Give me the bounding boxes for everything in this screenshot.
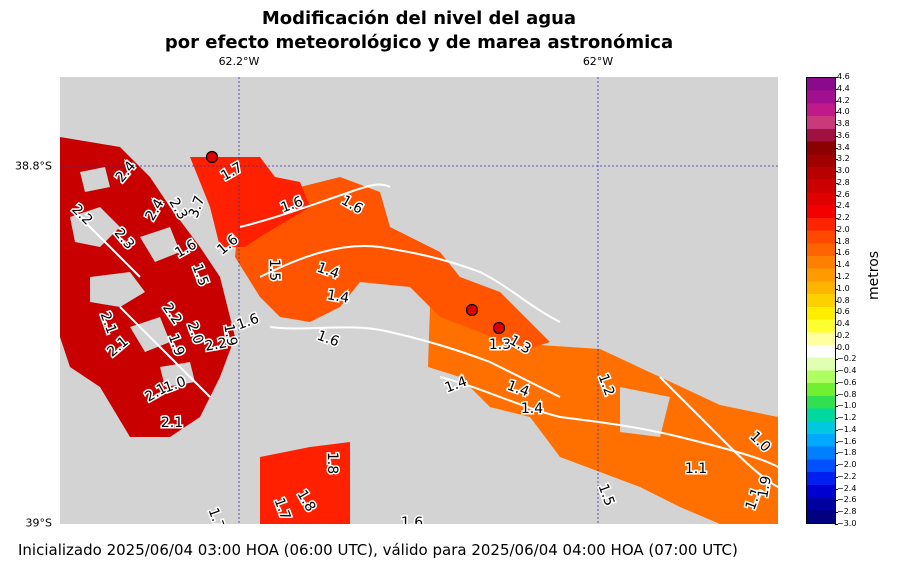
title-line-1: Modificación del nivel del agua [261,8,577,29]
colorbar-tick: 2.6 [835,189,850,199]
contour-label: 1.4 [505,378,531,401]
land-holes [70,167,670,467]
colorbar-tick: 1.2 [835,271,850,281]
contour-label: 1.1 [685,461,707,477]
contour-label: 2.1 [161,415,183,431]
estuary-orange-region [428,305,778,524]
colorbar-tick: −1.6 [834,436,857,446]
colorbar-tick: 3.8 [835,119,850,129]
lower-red-region [260,442,350,524]
colorbar-tick: 1.6 [835,248,850,258]
colorbar-tick: 3.2 [835,154,850,164]
colorbar-tick: −0.6 [834,377,857,387]
colorbar-tick: −1.0 [834,401,857,411]
colorbar-tick: 4.6 [835,72,850,81]
contour-label: 1.9 [220,323,240,348]
colorbar-tick: −2.2 [834,471,857,481]
colorbar-tick: −2.0 [834,460,857,470]
colorbar-tick: 4.2 [835,95,850,105]
colorbar-tick: −2.8 [834,507,857,517]
colorbar-tick: −0.2 [834,354,857,364]
lat-label-1: 38.8°S [15,159,52,173]
contour-label: 1.8 [324,452,340,474]
colorbar-tick: 4.0 [835,107,850,117]
colorbar-tick: −2.6 [834,495,857,505]
contour-label: 1.6 [401,515,423,524]
contour-label: 1.4 [326,287,351,307]
water-level-map: 2.42.2 2.42.33.72.31.6 1.61.71.6 1.61.5 1.41… [60,77,778,524]
colorbar [806,77,836,524]
colorbar-tick: −0.4 [834,366,857,376]
colorbar-tick: 0.6 [835,307,850,317]
colorbar-tick: 0.0 [835,342,850,352]
colorbar-tick: 1.4 [835,260,850,270]
colorbar-tick: 3.0 [835,166,850,176]
colorbar-tick: −1.2 [834,413,857,423]
contour-label: 1.4 [521,401,543,417]
colorbar-tick: 2.2 [835,213,850,223]
colorbar-tick: −3.0 [834,519,857,528]
contour-label: 1.5 [266,259,282,281]
colorbar-tick: −1.4 [834,424,857,434]
colorbar-tick: 0.4 [835,319,850,329]
colorbar-tick: 4.4 [835,83,850,93]
colorbar-tick: 0.8 [835,295,850,305]
colorbar-tick: 2.0 [835,224,850,234]
upper-red-region [190,157,310,247]
contour-label: 1.9 [755,475,775,500]
station-markers [205,150,506,335]
title-line-2: por efecto meteorológico y de marea astr… [164,32,674,53]
colorbar-tick: −0.8 [834,389,857,399]
colorbar-tick: 1.8 [835,236,850,246]
lon-label-1: 62.2°W [218,55,260,68]
contour-lines [79,183,778,488]
colorbar-label: metros [866,250,882,300]
colorbar-tick: −1.8 [834,448,857,458]
lon-label-2: 62°W [582,55,614,68]
colorbar-tick: 3.6 [835,130,850,140]
colorbar-tick: 0.2 [835,330,850,340]
lat-label-2: 39°S [25,516,52,530]
colorbar-tick: 1.0 [835,283,850,293]
colorbar-tick: −2.4 [834,483,857,493]
colorbar-tick: 2.4 [835,201,850,211]
colorbar-tick: 2.8 [835,177,850,187]
footer-validity: Inicializado 2025/06/04 03:00 HOA (06:00… [18,541,738,559]
colorbar-tick: 3.4 [835,142,850,152]
contour-label: 2.2 [204,335,229,355]
contour-label: 1.3 [489,337,511,353]
